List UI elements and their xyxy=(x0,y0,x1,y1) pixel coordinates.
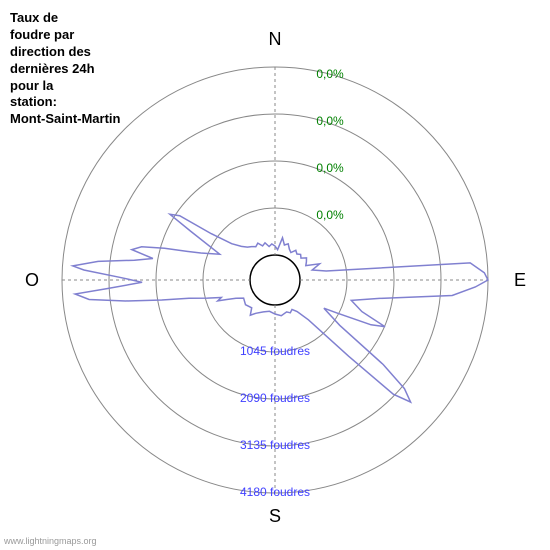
title-line: foudre par xyxy=(10,27,120,44)
title-line: direction des xyxy=(10,44,120,61)
count-label-0: 1045 foudres xyxy=(240,344,310,358)
attribution-text: www.lightningmaps.org xyxy=(4,536,97,546)
title-line: Taux de xyxy=(10,10,120,27)
count-label-1: 2090 foudres xyxy=(240,391,310,405)
title-line: pour la xyxy=(10,78,120,95)
title-line: station: xyxy=(10,94,120,111)
count-label-3: 4180 foudres xyxy=(240,485,310,499)
percent-label-0: 0,0% xyxy=(316,208,344,222)
chart-title: Taux defoudre pardirection desdernières … xyxy=(10,10,120,128)
cardinal-E: E xyxy=(514,270,526,290)
polar-chart-container: N E S O 0,0% 0,0% 0,0% 0,0% 1045 foudres 2090 f… xyxy=(0,0,550,550)
percent-label-2: 0,0% xyxy=(316,114,344,128)
percent-label-1: 0,0% xyxy=(316,161,344,175)
title-line: Mont-Saint-Martin xyxy=(10,111,120,128)
title-line: dernières 24h xyxy=(10,61,120,78)
cardinal-O: O xyxy=(25,270,39,290)
percent-label-3: 0,0% xyxy=(316,67,344,81)
count-label-2: 3135 foudres xyxy=(240,438,310,452)
rose-polygon xyxy=(73,214,488,402)
cardinal-S: S xyxy=(269,506,281,526)
cardinal-N: N xyxy=(269,29,282,49)
